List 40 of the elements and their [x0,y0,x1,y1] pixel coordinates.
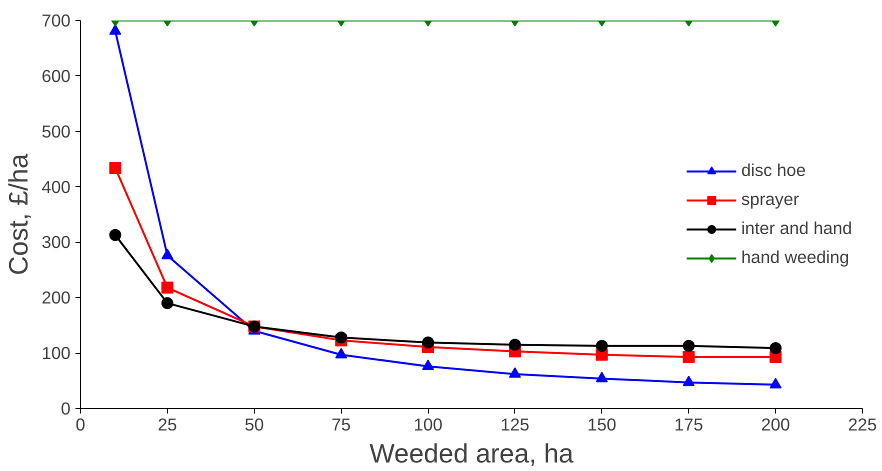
point [422,360,434,370]
x-tick-label: 175 [674,414,704,434]
x-tick-label: 25 [158,414,178,434]
legend-label: inter and hand [741,218,852,239]
x-tick-label: 225 [848,414,877,434]
x-tick-label: 150 [587,414,616,434]
point [682,350,695,363]
point [161,282,174,294]
legend-label: disc hoe [741,160,806,181]
legend-label: hand weeding [741,247,850,268]
x-tick-label: 0 [76,414,86,434]
point [682,340,695,352]
x-tick-label: 75 [332,414,351,434]
point [770,378,782,388]
point [596,340,608,352]
y-tick-label: 400 [42,176,71,197]
point [161,297,174,310]
point [682,376,695,386]
x-tick-label: 100 [414,414,443,434]
x-tick-label: 200 [761,414,790,434]
point [109,229,122,241]
y-tick-label: 200 [42,288,71,308]
x-tick-label: 50 [244,414,264,434]
point [335,348,348,358]
legend-label: sprayer [741,189,799,210]
y-axis-title: Cost, £/ha [4,154,34,276]
y-tick-label: 700 [42,10,71,30]
y-tick-label: 300 [42,232,71,252]
y-tick-label: 100 [42,343,71,364]
y-tick-label: 0 [60,398,71,418]
y-tick-label: 500 [42,121,71,142]
point [422,336,434,349]
point [508,367,521,378]
point [508,338,521,351]
point [770,342,782,354]
x-axis-title: Weeded area, ha [369,438,574,468]
x-tick-label: 125 [500,414,530,434]
point [335,332,348,344]
y-tick-label: 600 [42,66,71,86]
point [596,372,608,382]
